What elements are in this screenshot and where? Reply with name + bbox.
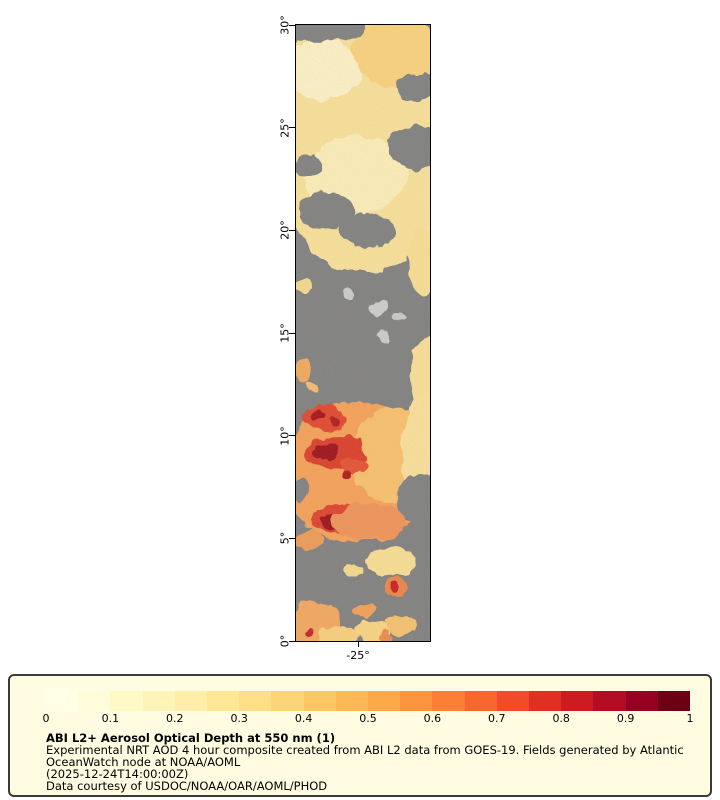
colorbar-segment [529,691,562,711]
colorbar-segment [464,691,497,711]
colorbar-tick-label: 0.4 [294,712,313,725]
colorbar-segment [561,691,594,711]
legend-line: Data courtesy of USDOC/NOAA/OAR/AOML/PHO… [46,779,328,793]
colorbar-tick-label: 0.9 [616,712,635,725]
colorbar-segment [625,691,658,711]
aod-map-raster [296,25,430,641]
longitude-tick-label: -25° [346,649,370,662]
colorbar-segment [174,691,208,711]
latitude-tick-label: 5° [278,532,292,545]
legend-line: Experimental NRT AOD 4 hour composite cr… [46,743,684,757]
colorbar-tick-label: 0.1 [101,712,120,725]
latitude-tick [289,640,295,642]
colorbar-segment [593,691,626,711]
colorbar-segment [368,691,401,711]
colorbar-segment [400,691,433,711]
map-speckle-texture [296,25,430,641]
latitude-tick-label: 30° [278,15,292,35]
latitude-tick-label: 25° [278,117,292,138]
colorbar-segment [303,691,336,711]
colorbar-tick-label: 0.7 [488,712,506,725]
plot-area: -25° 30° 25° 20° 15° 10° 5° 0° [278,15,431,662]
latitude-tick [289,537,295,539]
latitude-tick-label: 10° [278,425,292,446]
latitude-tick [289,127,295,129]
latitude-tick-label: 15° [278,323,292,343]
colorbar-segment [207,691,240,711]
colorbar-tick-label: 0.3 [230,712,248,725]
colorbar-segment [432,691,465,711]
latitude-tick [289,332,295,334]
legend-title: ABI L2+ Aerosol Optical Depth at 550 nm … [46,731,336,745]
colorbar-segment [271,691,304,711]
legend-panel: 0 0.1 0.2 0.3 0.4 0.5 0.6 0.7 0.8 0.9 1 ABI L2+ Ae… [8,674,712,797]
longitude-tick [358,642,359,647]
latitude-tick [289,24,295,26]
legend-description: Experimental NRT AOD 4 hour composite cr… [46,744,690,792]
colorbar-segment [46,691,79,711]
latitude-tick [289,229,295,231]
colorbar-scale-labels: 0 0.1 0.2 0.3 0.4 0.5 0.6 0.7 0.8 0.9 1 [42,712,694,725]
colorbar-segment [657,691,691,711]
colorbar-tick-label: 0.8 [552,712,570,725]
colorbar-tick-label: 1 [686,712,694,725]
colorbar-segment [335,691,369,711]
latitude-tick-label: 20° [278,220,292,241]
aod-colorbar [46,691,691,711]
latitude-tick-label: 0° [278,634,292,648]
colorbar-segment [496,691,530,711]
colorbar-tick-label: 0.2 [166,712,184,725]
legend-line: OceanWatch node at NOAA/AOML [46,755,241,769]
legend-line: (2025-12-24T14:00:00Z) [46,767,189,781]
colorbar-segment [142,691,175,711]
colorbar-tick-label: 0 [42,712,50,725]
colorbar-segment [239,691,272,711]
map-frame [295,24,431,642]
colorbar-tick-label: 0.6 [423,712,442,725]
latitude-tick [289,435,295,437]
colorbar-segment [78,691,111,711]
colorbar-segment [110,691,143,711]
colorbar-tick-label: 0.5 [359,712,377,725]
